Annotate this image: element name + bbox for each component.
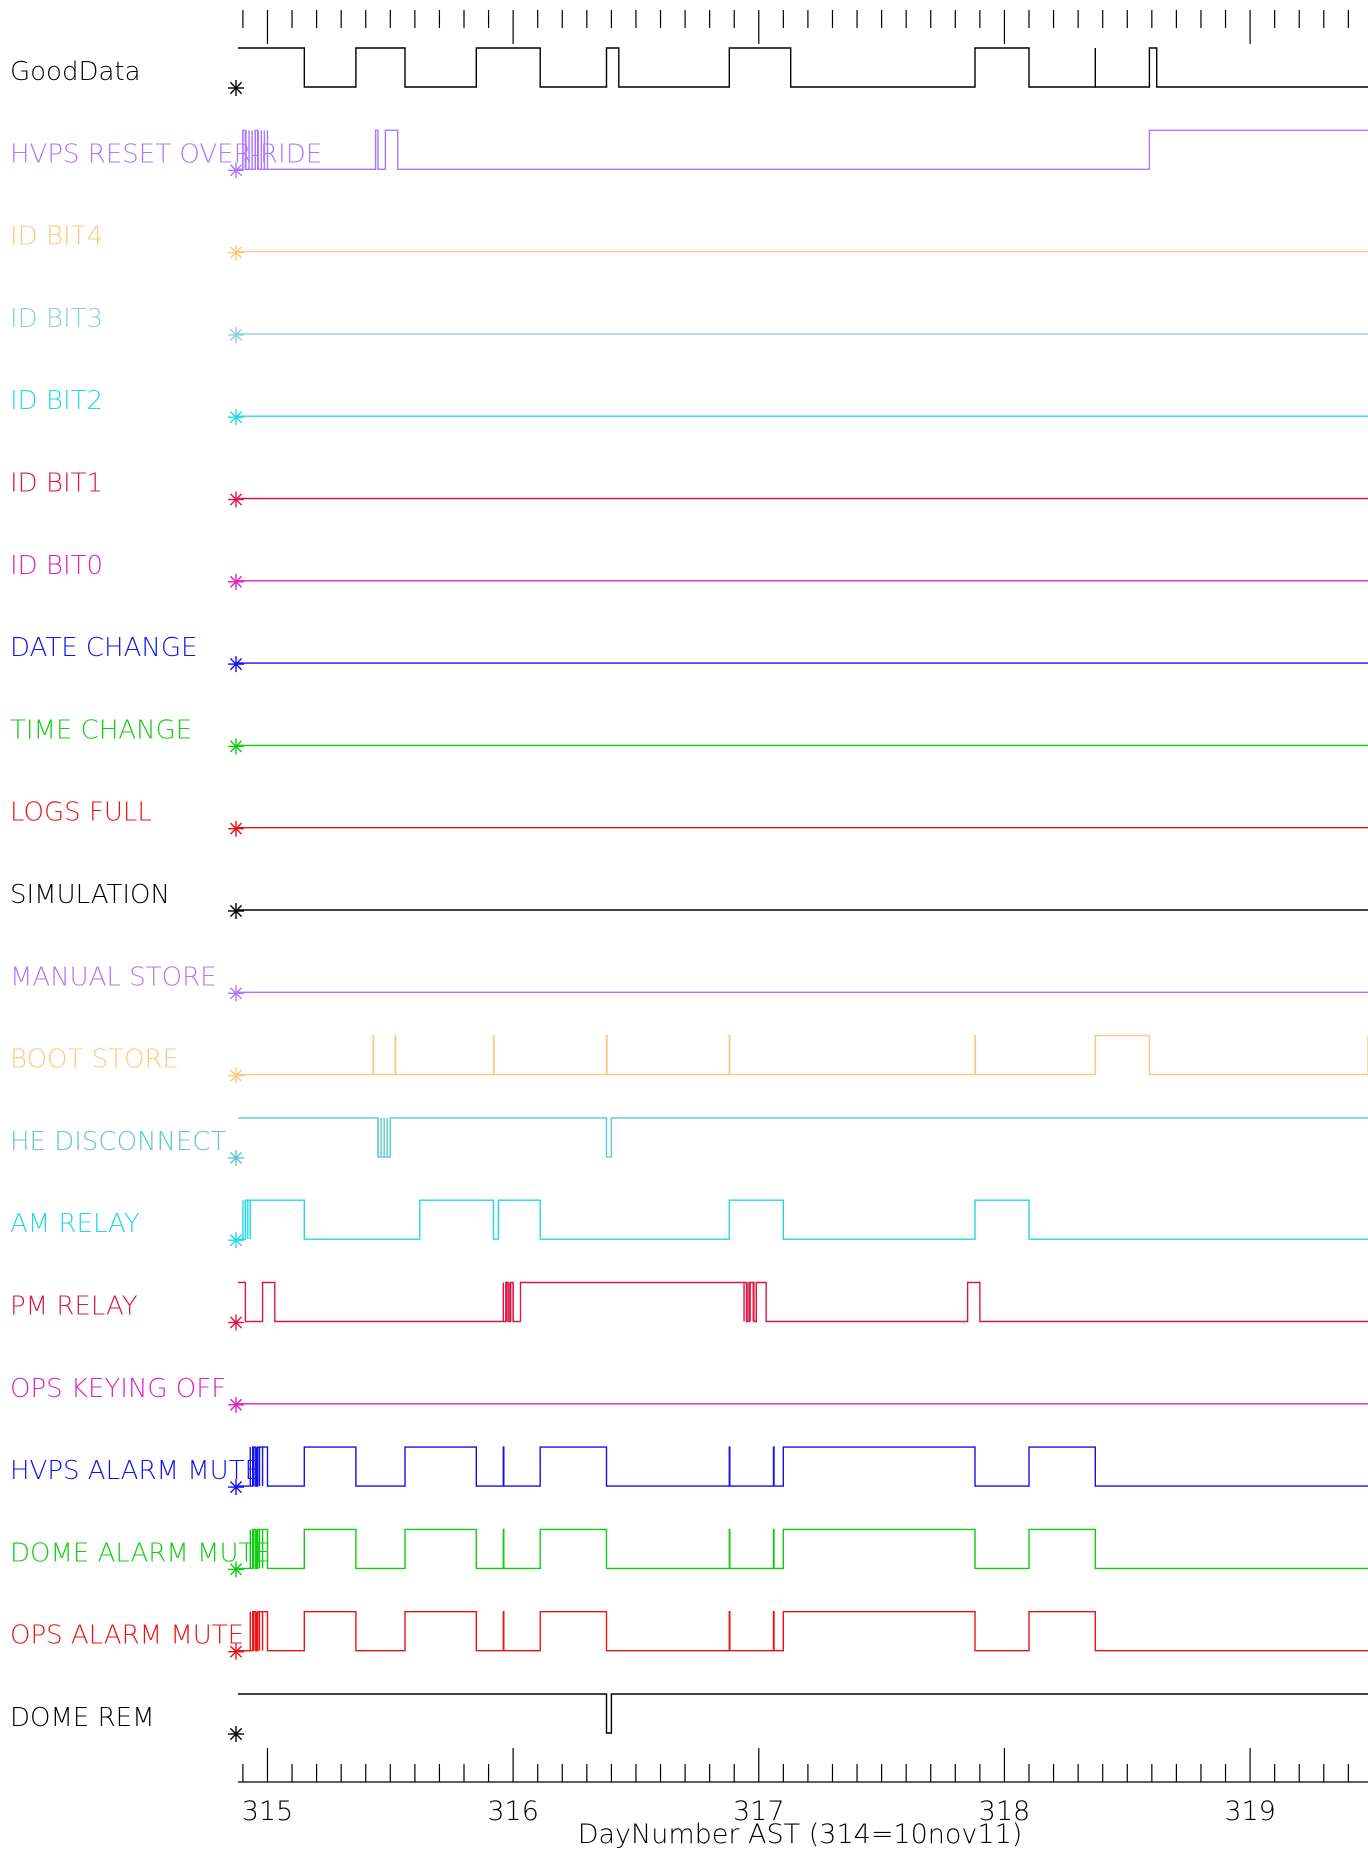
start-marker — [228, 820, 244, 837]
channel-label: ID BIT0 — [10, 551, 103, 581]
channel-boot-store — [228, 1034, 1368, 1084]
toggle-cluster — [249, 1447, 264, 1487]
start-marker — [228, 244, 244, 261]
start-marker — [228, 1396, 244, 1413]
signal-trace — [238, 1611, 1368, 1652]
start-marker — [228, 326, 244, 343]
toggle-cluster — [502, 1282, 514, 1322]
x-tick-label: 319 — [1224, 1796, 1276, 1827]
channel-label: PM RELAY — [10, 1292, 138, 1322]
channel-label: TIME CHANGE — [10, 715, 192, 745]
start-marker — [228, 162, 244, 179]
start-marker — [228, 1726, 244, 1742]
start-marker — [228, 1479, 244, 1496]
channel-gooddata — [228, 47, 1368, 96]
channel-hvps-reset-over-ride — [228, 129, 1368, 179]
signal-trace — [238, 1446, 1368, 1487]
channel-ops-alarm-mute — [228, 1611, 1368, 1660]
signal-trace — [238, 47, 1368, 88]
toggle-cluster — [242, 1200, 251, 1240]
toggle-cluster — [743, 1282, 758, 1322]
x-tick-label: 318 — [979, 1796, 1031, 1827]
signal-trace — [238, 1034, 1368, 1076]
x-axis-title: DayNumber AST (314=10nov11) — [578, 1819, 1023, 1850]
channel-label: SIMULATION — [10, 880, 170, 910]
toggle-cluster — [242, 130, 269, 170]
channel-am-relay — [228, 1199, 1368, 1249]
signal-traces — [228, 47, 1368, 1742]
x-axis-bottom — [238, 1748, 1368, 1783]
channel-label: BOOT STORE — [10, 1045, 179, 1075]
channel-label: OPS KEYING OFF — [10, 1374, 226, 1404]
channel-logs-full — [228, 820, 1368, 837]
channel-label: DATE CHANGE — [10, 633, 197, 663]
channel-dome-rem — [228, 1693, 1368, 1742]
signal-trace — [238, 1117, 1368, 1158]
start-marker — [228, 1232, 244, 1249]
x-tick-label: 317 — [733, 1796, 785, 1827]
start-marker — [228, 573, 244, 590]
start-marker — [228, 80, 244, 96]
channel-label: ID BIT2 — [10, 386, 103, 416]
channel-hvps-alarm-mute — [228, 1446, 1368, 1496]
channel-simulation — [228, 903, 1368, 919]
channel-time-change — [228, 738, 1368, 755]
start-marker — [228, 491, 244, 508]
channel-labels: GoodData HVPS RESET OVER-RIDE ID BIT4 ID BI… — [10, 57, 322, 1733]
toggle-cluster — [249, 1611, 264, 1651]
toggle-cluster — [377, 1117, 392, 1157]
start-marker — [228, 738, 244, 755]
channel-label: AM RELAY — [10, 1209, 140, 1239]
channel-label: ID BIT1 — [10, 469, 103, 499]
channel-id-bit3 — [228, 326, 1368, 343]
channel-label: ID BIT3 — [10, 304, 103, 334]
channel-id-bit1 — [228, 491, 1368, 508]
channel-label: ID BIT4 — [10, 222, 103, 252]
start-marker — [228, 409, 244, 426]
signal-trace — [238, 1281, 1368, 1323]
channel-date-change — [228, 656, 1368, 673]
channel-label: GoodData — [10, 57, 141, 87]
channel-id-bit0 — [228, 573, 1368, 590]
channel-label: LOGS FULL — [10, 798, 152, 828]
start-marker — [228, 985, 244, 1002]
start-marker — [228, 1643, 244, 1660]
start-marker — [228, 1067, 244, 1084]
signal-trace — [238, 1528, 1368, 1570]
channel-label: HVPS ALARM MUTE — [10, 1456, 261, 1486]
x-axis-top — [242, 10, 1349, 44]
channel-label: DOME REM — [10, 1703, 155, 1733]
channel-id-bit4 — [228, 244, 1368, 261]
time-axes: 315 316 317 318 319 — [238, 10, 1368, 1827]
start-marker — [228, 1561, 244, 1578]
channel-label: HE DISCONNECT — [10, 1127, 227, 1157]
channel-label: OPS ALARM MUTE — [10, 1621, 244, 1651]
signal-trace — [238, 1693, 1368, 1734]
channel-dome-alarm-mute — [228, 1528, 1368, 1578]
signal-trace — [238, 1199, 1368, 1240]
toggle-cluster — [249, 1529, 264, 1569]
channel-he-disconnect — [228, 1117, 1368, 1166]
x-tick-label: 316 — [487, 1796, 539, 1827]
start-marker — [228, 1314, 244, 1331]
signal-trace — [238, 129, 1368, 170]
start-marker — [228, 656, 244, 673]
channel-manual-store — [228, 985, 1368, 1002]
channel-label: MANUAL STORE — [10, 962, 217, 992]
channel-label: HVPS RESET OVER-RIDE — [10, 139, 322, 169]
channel-pm-relay — [228, 1281, 1368, 1331]
start-marker — [228, 903, 244, 919]
channel-label: DOME ALARM MUTE — [10, 1538, 271, 1568]
channel-id-bit2 — [228, 409, 1368, 426]
start-marker — [228, 1149, 244, 1166]
channel-ops-keying-off — [228, 1396, 1368, 1413]
x-tick-label: 315 — [242, 1796, 294, 1827]
